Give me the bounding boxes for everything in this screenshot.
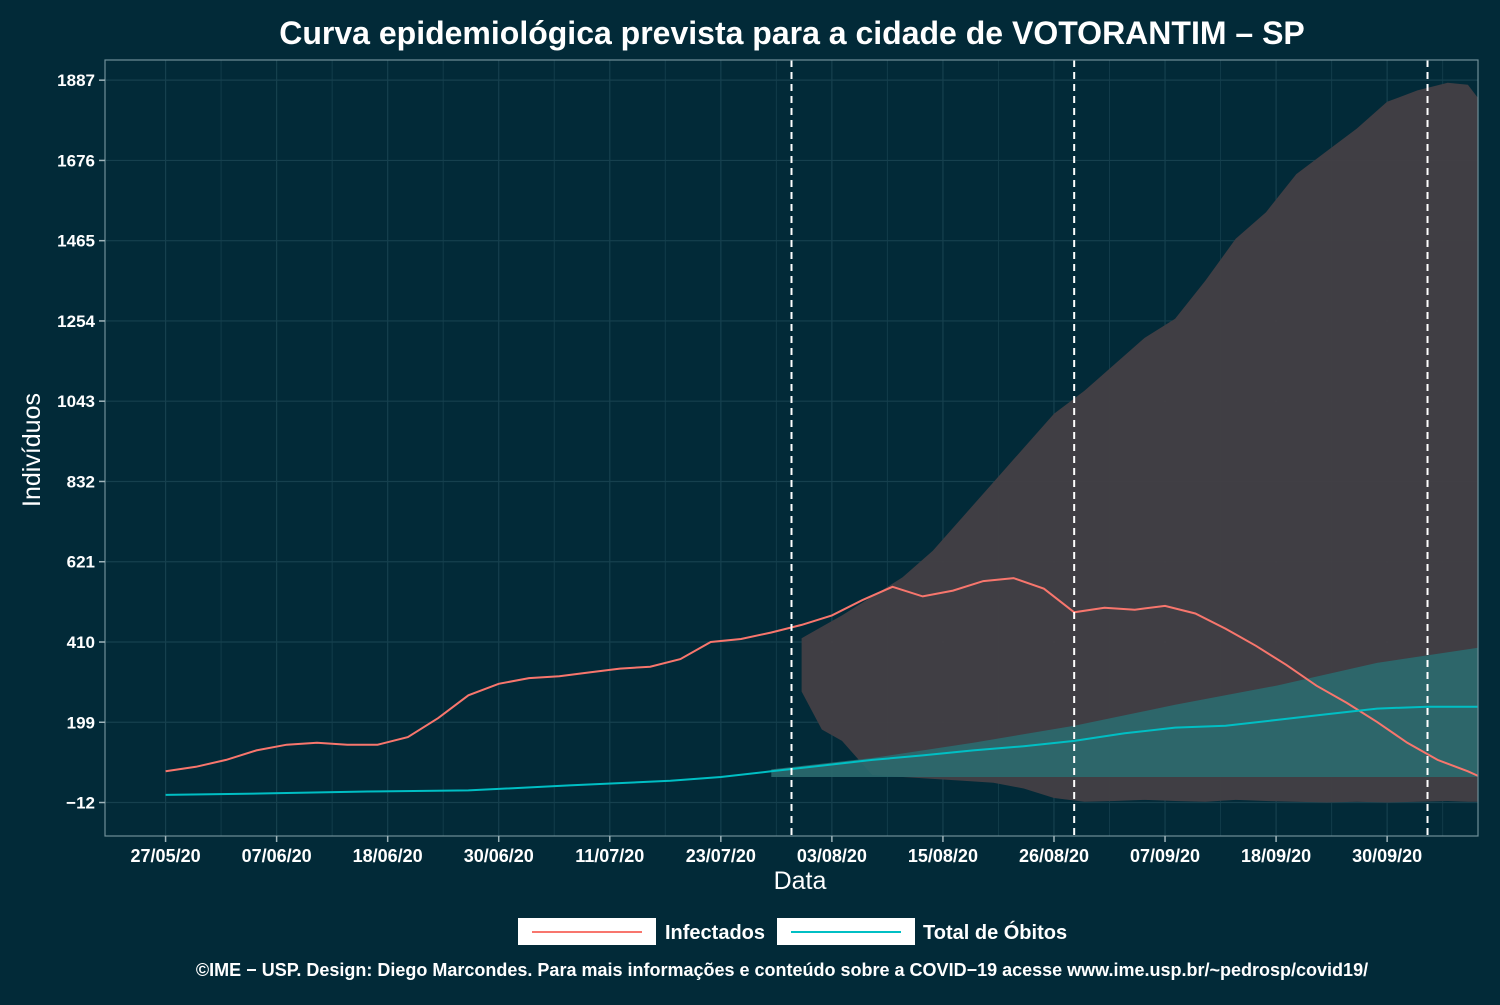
series-line-deaths — [165, 705, 1478, 796]
caption: ©IME − USP. Design: Diego Marcondes. Par… — [196, 960, 1368, 980]
y-tick-label: 621 — [67, 553, 95, 572]
deaths-confidence-band — [771, 647, 1478, 777]
plot-border — [104, 59, 1479, 837]
y-tick-label: 1887 — [57, 71, 95, 90]
y-tick-label: 832 — [67, 472, 95, 491]
legend-label-deaths[interactable]: Total de Óbitos — [923, 920, 1067, 944]
chart-title: Curva epidemiológica prevista para a cid… — [279, 15, 1305, 51]
x-tick-label: 07/06/20 — [242, 846, 312, 866]
y-tick-label: 410 — [67, 633, 95, 652]
x-tick-label: 07/09/20 — [1130, 846, 1200, 866]
x-tick-label: 03/08/20 — [797, 846, 867, 866]
x-tick-label: 11/07/20 — [575, 846, 644, 866]
infected-confidence-band — [801, 82, 1478, 803]
y-tick-label: −12 — [66, 794, 95, 813]
x-tick-label: 30/09/20 — [1352, 846, 1422, 866]
plot-area — [104, 59, 1479, 837]
x-tick-label: 26/08/20 — [1019, 846, 1089, 866]
x-tick-label: 30/06/20 — [464, 846, 534, 866]
axes: −12 199 410 621 832 1043 1254 1465 1676 1887 27/05… — [57, 71, 1422, 866]
legend: Infectados Total de Óbitos — [518, 918, 1067, 945]
x-tick-label: 18/06/20 — [353, 846, 423, 866]
y-tick-label: 1254 — [57, 312, 95, 331]
x-tick-label: 27/05/20 — [131, 846, 201, 866]
y-tick-label: 1465 — [57, 232, 95, 251]
x-axis-label: Data — [774, 867, 827, 895]
x-tick-label: 23/07/20 — [686, 846, 756, 866]
y-tick-label: 1676 — [57, 151, 95, 170]
series-line-infected — [165, 577, 1479, 777]
y-tick-label: 1043 — [57, 392, 95, 411]
x-tick-label: 15/08/20 — [908, 846, 978, 866]
y-tick-label: 199 — [67, 713, 95, 732]
x-tick-label: 18/09/20 — [1241, 846, 1311, 866]
y-axis-label: Indivíduos — [18, 393, 46, 507]
legend-label-infected[interactable]: Infectados — [665, 922, 765, 944]
